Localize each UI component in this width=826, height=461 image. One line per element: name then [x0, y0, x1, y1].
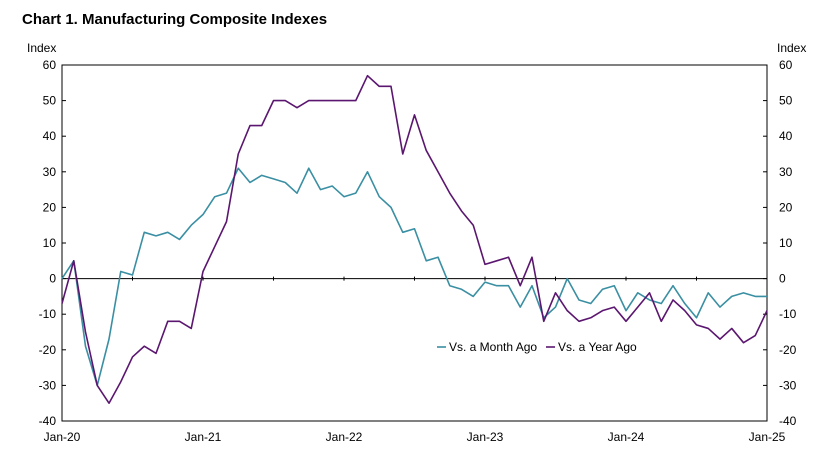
- left-axis-ticks: -40 -30 -20 -10 0 10 20 30 40 50 60: [39, 58, 66, 428]
- series-line-1: [61, 167, 767, 387]
- series-line-2: [61, 74, 768, 405]
- right-tick-label: 50: [779, 94, 793, 108]
- legend-label: Vs. a Year Ago: [558, 340, 637, 354]
- right-tick-label: 30: [779, 165, 793, 179]
- legend: Vs. a Month Ago Vs. a Year Ago: [437, 340, 637, 354]
- left-axis-label: Index: [27, 41, 56, 55]
- x-tick-label: Jan-24: [608, 430, 645, 444]
- right-tick-label: -20: [779, 343, 797, 357]
- x-tick-label: Jan-22: [326, 430, 363, 444]
- left-tick-label: 10: [43, 236, 57, 250]
- legend-label: Vs. a Month Ago: [449, 340, 537, 354]
- right-axis-ticks: -40 -30 -20 -10 0 10 20 30 40 50 60: [763, 58, 797, 428]
- left-tick-label: 50: [43, 94, 57, 108]
- chart-title: Chart 1. Manufacturing Composite Indexes: [22, 11, 327, 28]
- plot-frame: [61, 64, 768, 422]
- x-tick-label: Jan-25: [749, 430, 786, 444]
- x-tick-label: Jan-23: [467, 430, 504, 444]
- left-tick-label: 60: [43, 58, 57, 72]
- series-lines: [61, 74, 768, 405]
- right-tick-label: -40: [779, 414, 797, 428]
- right-tick-label: 0: [779, 272, 786, 286]
- right-tick-label: 10: [779, 236, 793, 250]
- right-tick-label: -10: [779, 307, 797, 321]
- left-tick-label: 0: [49, 272, 56, 286]
- left-tick-label: 30: [43, 165, 57, 179]
- right-axis-label: Index: [777, 41, 806, 55]
- left-tick-label: -20: [39, 343, 57, 357]
- x-tick-label: Jan-21: [185, 430, 222, 444]
- plot-border: [61, 64, 768, 422]
- left-tick-label: 40: [43, 129, 57, 143]
- x-axis-ticks: Jan-20 Jan-21 Jan-22 Jan-23 Jan-24 Jan-25: [44, 276, 786, 444]
- left-tick-label: -10: [39, 307, 57, 321]
- x-tick-label: Jan-20: [44, 430, 81, 444]
- right-tick-label: 60: [779, 58, 793, 72]
- right-tick-label: 40: [779, 129, 793, 143]
- left-tick-label: 20: [43, 200, 57, 214]
- right-tick-label: -30: [779, 378, 797, 392]
- right-tick-label: 20: [779, 200, 793, 214]
- left-tick-label: -40: [39, 414, 57, 428]
- left-tick-label: -30: [39, 378, 57, 392]
